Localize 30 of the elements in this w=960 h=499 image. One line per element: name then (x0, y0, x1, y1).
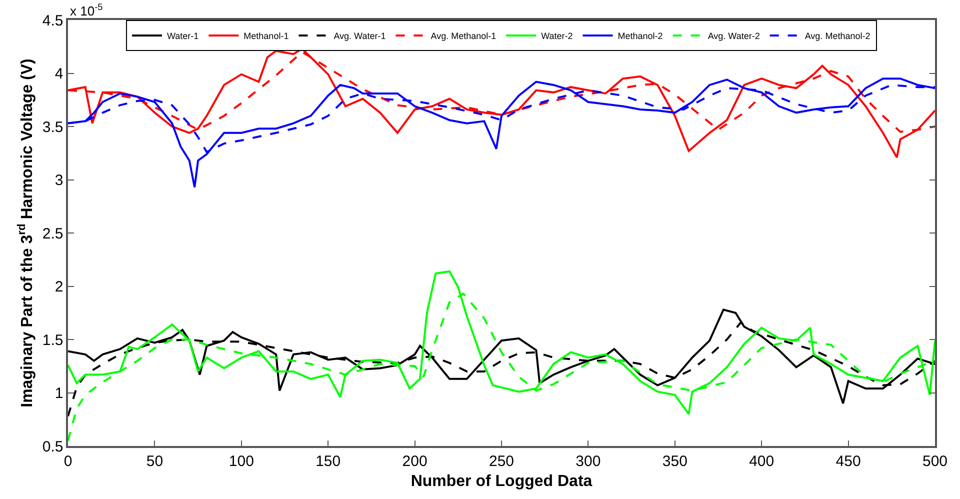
text: x 10$^{-5}$ (70, 2, 103, 18)
y-tick-label: 2 (54, 278, 64, 296)
x-tick-label: 150 (316, 452, 341, 470)
x-tick-label: 100 (228, 452, 254, 470)
x-tick-label: 350 (662, 452, 688, 470)
legend-label: Water-1 (167, 31, 199, 42)
y-tick-label: 1 (54, 385, 64, 402)
x-tick-label: 450 (836, 452, 861, 470)
legend-label: Water-2 (541, 31, 573, 42)
y-tick-label: 2.5 (42, 225, 64, 242)
y-tick-label: 4.5 (42, 12, 64, 30)
legend-label: Avg. Water-2 (708, 31, 760, 42)
legend-label: Avg. Water-1 (334, 31, 386, 42)
x-tick-label: 250 (488, 452, 514, 470)
legend-label: Methanol-1 (244, 31, 289, 42)
x-tick-label: 200 (402, 452, 428, 470)
x-tick-label: 50 (146, 452, 164, 470)
x-axis-title: Number of Logged Data (410, 472, 592, 490)
y-tick-label: 4 (54, 66, 64, 82)
y-tick-label: 0.5 (42, 438, 64, 456)
x-tick-label: 500 (922, 452, 948, 470)
y-tick-label: 3.5 (42, 118, 64, 136)
x-tick-label: 0 (64, 452, 72, 470)
legend-label: Methanol-2 (618, 31, 663, 42)
x-tick-label: 300 (576, 452, 601, 470)
legend-label: Avg. Methanol-2 (804, 31, 870, 42)
x-tick-label: 400 (749, 452, 774, 470)
y-tick-label: 3 (54, 172, 64, 189)
y-tick-label: 1.5 (42, 332, 64, 349)
legend-label: Avg. Methanol-1 (430, 31, 496, 42)
